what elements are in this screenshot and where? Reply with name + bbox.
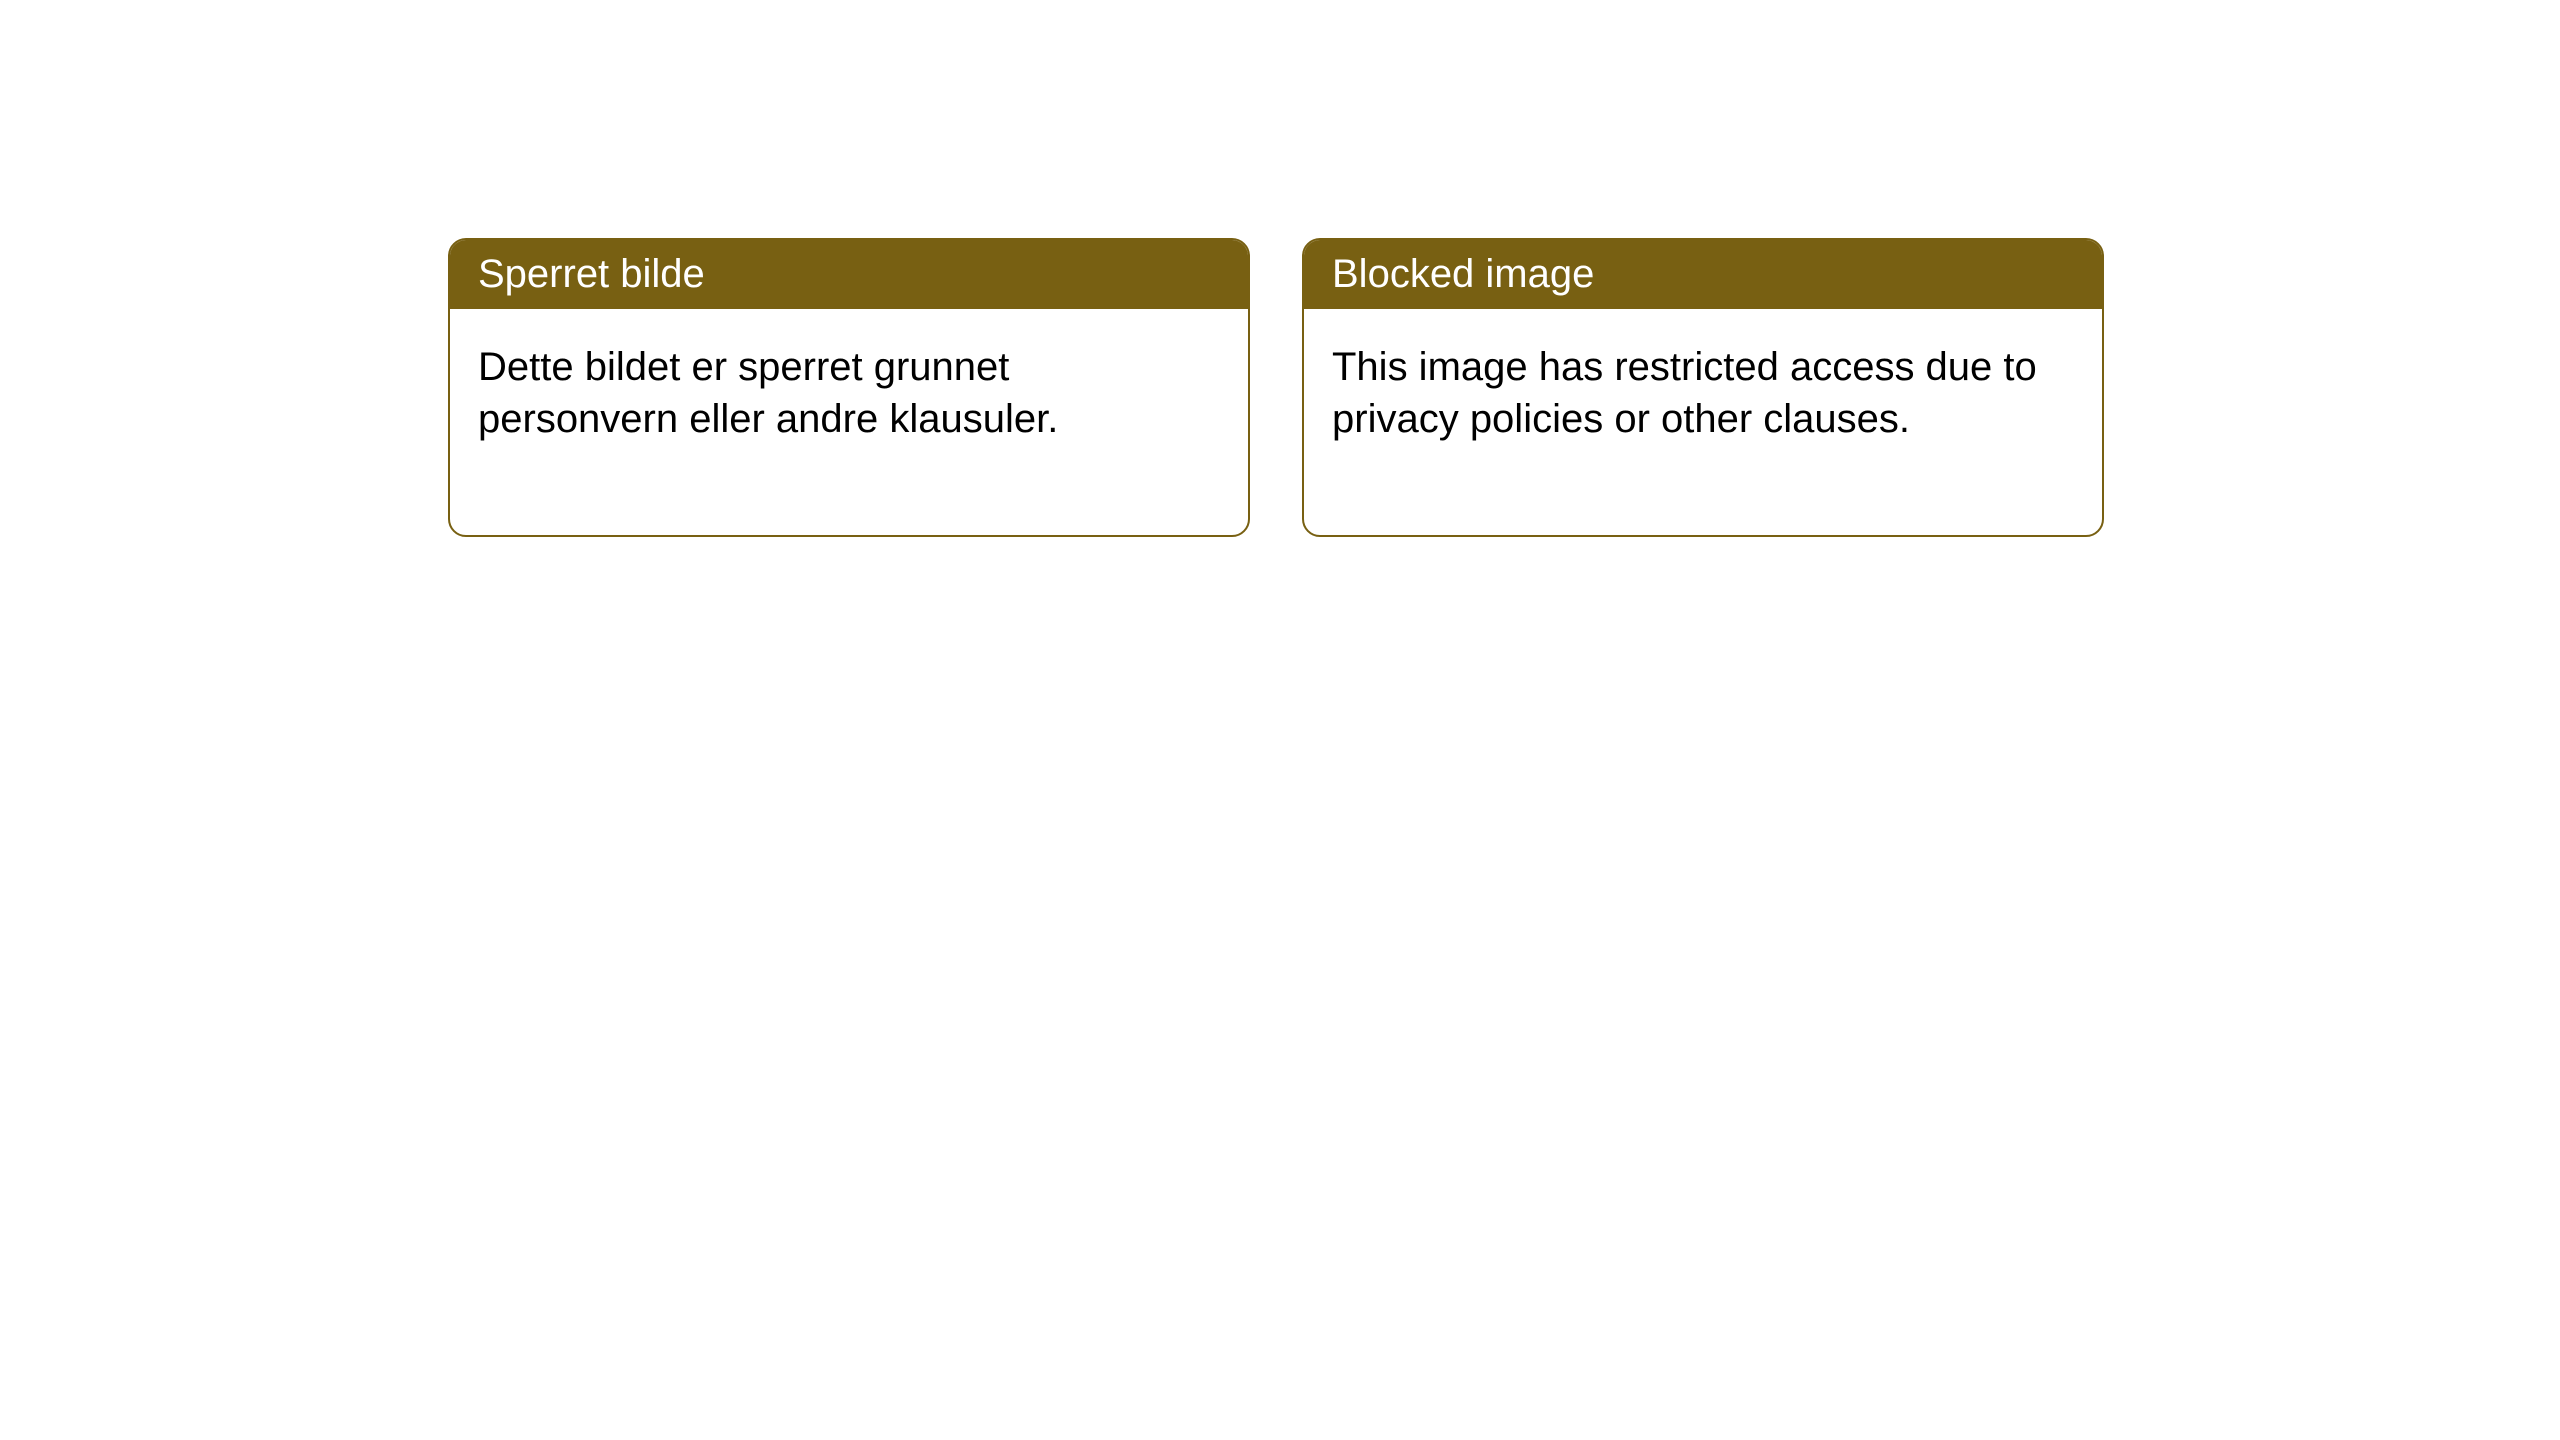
- card-header: Blocked image: [1304, 240, 2102, 309]
- card-text: Dette bildet er sperret grunnet personve…: [478, 345, 1058, 441]
- card-header: Sperret bilde: [450, 240, 1248, 309]
- notice-card-english: Blocked image This image has restricted …: [1302, 238, 2104, 537]
- card-body: Dette bildet er sperret grunnet personve…: [450, 309, 1248, 535]
- card-body: This image has restricted access due to …: [1304, 309, 2102, 535]
- card-title: Blocked image: [1332, 252, 1594, 296]
- notice-container: Sperret bilde Dette bildet er sperret gr…: [448, 238, 2104, 537]
- notice-card-norwegian: Sperret bilde Dette bildet er sperret gr…: [448, 238, 1250, 537]
- card-title: Sperret bilde: [478, 252, 705, 296]
- card-text: This image has restricted access due to …: [1332, 345, 2037, 441]
